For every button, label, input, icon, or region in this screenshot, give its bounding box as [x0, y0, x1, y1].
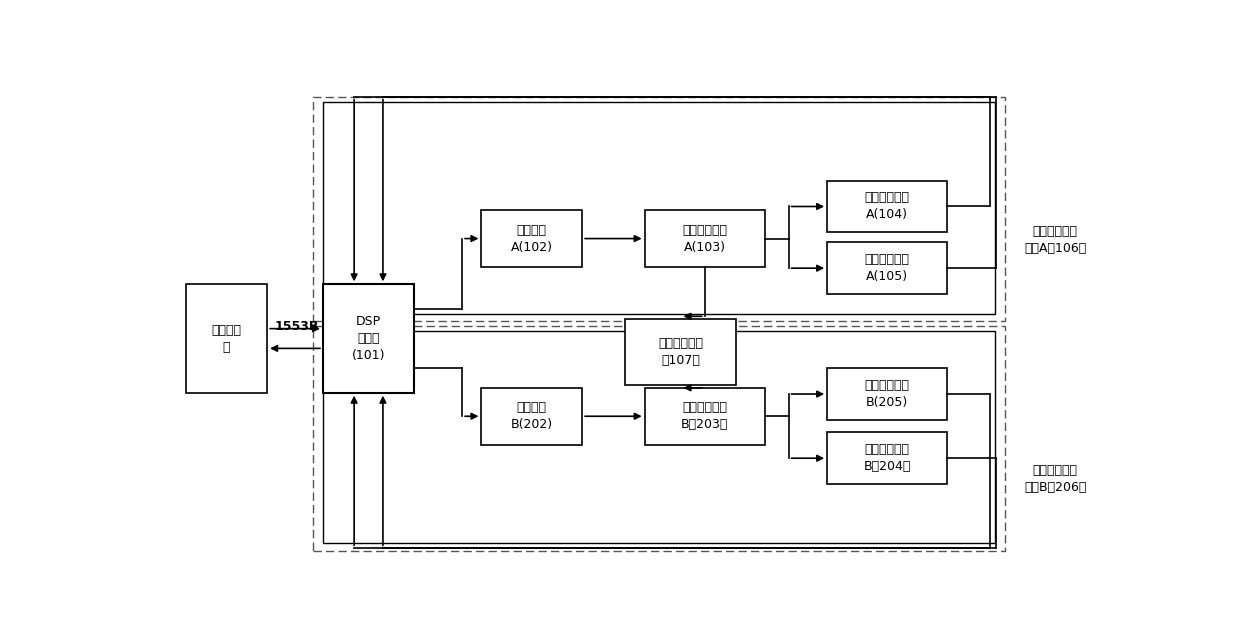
Bar [323, 102, 995, 314]
Text: 电流监测电路
B(205): 电流监测电路 B(205) [865, 379, 909, 409]
Text: 1553B: 1553B [275, 320, 320, 333]
Text: 控制电路
B(202): 控制电路 B(202) [510, 401, 553, 431]
Bar [481, 388, 582, 445]
Text: 开落锁及监测
电路B（206）: 开落锁及监测 电路B（206） [1023, 464, 1087, 494]
Bar [644, 210, 764, 267]
Bar [313, 97, 1005, 321]
Bar [323, 331, 995, 544]
Bar [644, 388, 764, 445]
Bar [186, 284, 268, 393]
Bar [481, 210, 582, 267]
Text: 远程控制
站: 远程控制 站 [212, 324, 242, 354]
Text: 作动器电磁锁
（107）: 作动器电磁锁 （107） [658, 337, 703, 367]
Text: 锁定解锁电路
B（203）: 锁定解锁电路 B（203） [681, 401, 729, 431]
Text: DSP
控制器
(101): DSP 控制器 (101) [352, 315, 385, 362]
Text: 开落锁及监测
电路A（106）: 开落锁及监测 电路A（106） [1023, 225, 1087, 255]
Text: 控制电路
A(102): 控制电路 A(102) [510, 224, 553, 254]
Text: 电压监测电路
A(104): 电压监测电路 A(104) [865, 192, 909, 222]
Bar [828, 432, 947, 484]
Text: 锁定解锁电路
A(103): 锁定解锁电路 A(103) [683, 224, 727, 254]
Bar [323, 284, 414, 393]
Bar [313, 326, 1005, 551]
Text: 电流监测电路
A(105): 电流监测电路 A(105) [865, 253, 909, 283]
Bar [828, 368, 947, 420]
Bar [828, 181, 947, 233]
Bar [828, 242, 947, 294]
Text: 电压监测电路
B（204）: 电压监测电路 B（204） [864, 443, 911, 473]
Bar [626, 319, 736, 385]
